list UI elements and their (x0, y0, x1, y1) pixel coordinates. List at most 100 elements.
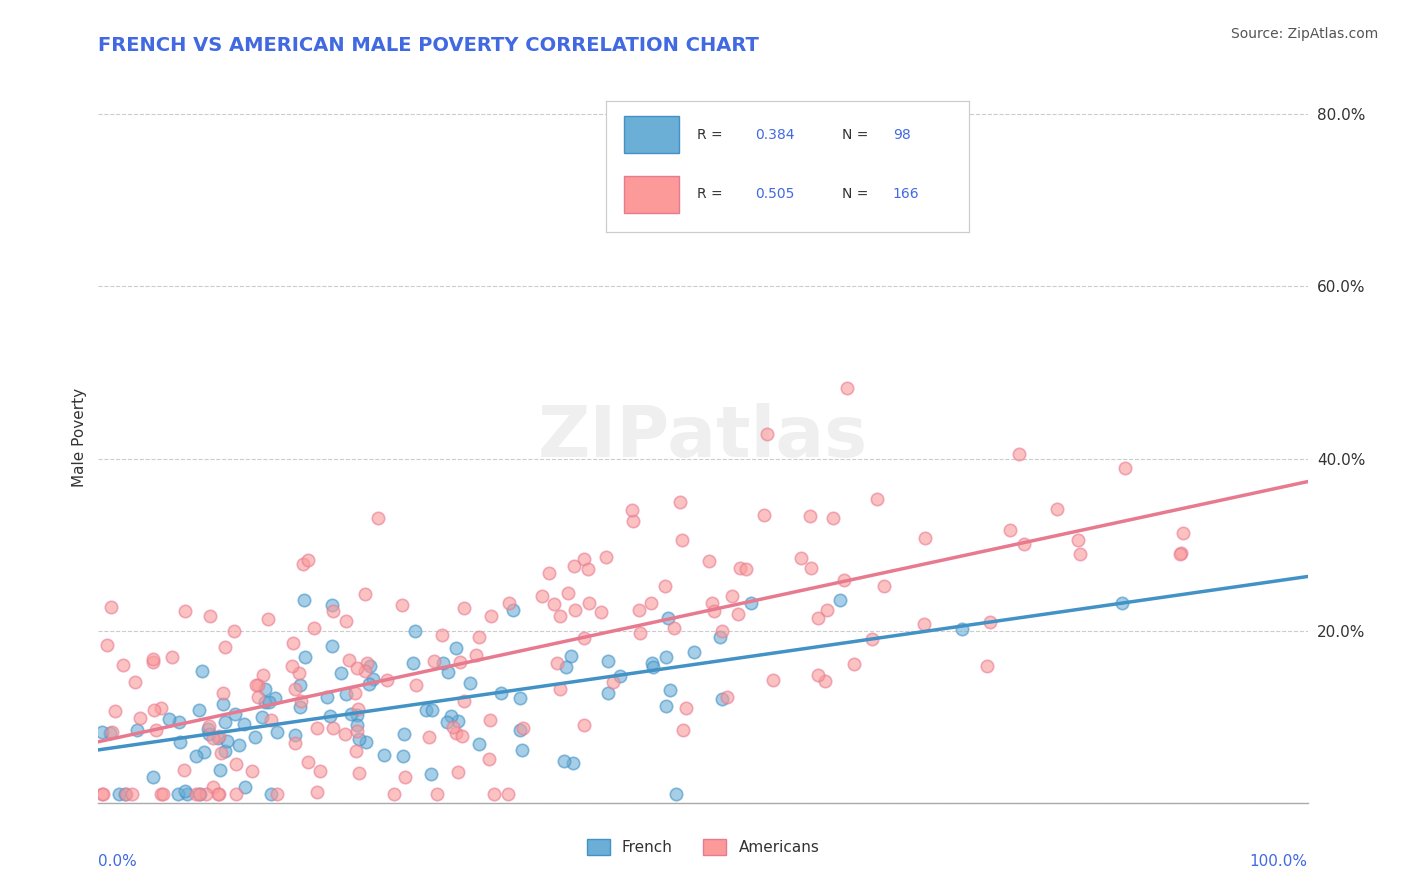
Americans (444, 726, 467, 740)
French (509, 691, 531, 706)
Americans (589, 605, 612, 619)
Americans (104, 704, 127, 718)
French (266, 725, 288, 739)
Americans (121, 787, 143, 801)
French (260, 787, 283, 801)
French (254, 695, 277, 709)
Americans (727, 607, 749, 622)
French (436, 665, 458, 679)
French (1111, 596, 1133, 610)
French (214, 744, 236, 758)
Americans (699, 554, 721, 568)
French (292, 593, 315, 607)
Americans (288, 665, 311, 680)
Americans (595, 549, 617, 564)
French (174, 783, 197, 797)
French (596, 654, 619, 668)
Americans (115, 787, 138, 801)
Americans (832, 573, 855, 587)
Americans (281, 636, 304, 650)
Legend: French, Americans: French, Americans (581, 833, 825, 861)
French (357, 677, 380, 691)
Americans (346, 661, 368, 675)
French (432, 657, 454, 671)
Americans (252, 668, 274, 682)
French (100, 726, 122, 740)
French (392, 727, 415, 741)
Americans (188, 787, 211, 801)
Americans (222, 624, 245, 638)
French (349, 731, 371, 746)
Americans (672, 723, 695, 737)
Americans (700, 596, 723, 610)
Americans (337, 653, 360, 667)
Americans (225, 757, 247, 772)
French (212, 697, 235, 711)
Americans (304, 621, 326, 635)
Americans (447, 765, 470, 780)
Americans (1114, 460, 1136, 475)
Americans (240, 764, 263, 778)
Americans (621, 514, 644, 528)
Americans (441, 720, 464, 734)
Americans (844, 657, 866, 671)
Americans (343, 686, 366, 700)
Text: 100.0%: 100.0% (1250, 854, 1308, 869)
French (191, 664, 214, 678)
Americans (728, 560, 751, 574)
French (107, 787, 129, 801)
Americans (572, 717, 595, 731)
Americans (711, 624, 734, 639)
Americans (799, 508, 821, 523)
French (560, 649, 582, 664)
Americans (322, 721, 344, 735)
Americans (354, 664, 377, 678)
French (510, 742, 533, 756)
French (127, 723, 149, 738)
Americans (142, 652, 165, 666)
Americans (209, 746, 232, 760)
Americans (152, 787, 174, 801)
French (197, 727, 219, 741)
French (354, 735, 377, 749)
French (294, 650, 316, 665)
Americans (142, 655, 165, 669)
Americans (174, 604, 197, 618)
Americans (430, 628, 453, 642)
French (554, 659, 576, 673)
French (224, 707, 246, 722)
Americans (837, 381, 859, 395)
Americans (1173, 525, 1195, 540)
Americans (292, 557, 315, 571)
Americans (173, 763, 195, 777)
French (404, 624, 426, 639)
Americans (367, 510, 389, 524)
French (553, 754, 575, 768)
Americans (145, 723, 167, 738)
Americans (482, 787, 505, 801)
Americans (716, 690, 738, 705)
French (346, 708, 368, 723)
Americans (1007, 447, 1029, 461)
Americans (129, 711, 152, 725)
French (184, 748, 207, 763)
Americans (100, 724, 122, 739)
Americans (284, 681, 307, 696)
French (207, 731, 229, 746)
French (167, 714, 190, 729)
French (447, 714, 470, 729)
Americans (654, 579, 676, 593)
French (609, 669, 631, 683)
French (502, 603, 524, 617)
Americans (866, 491, 889, 506)
French (208, 764, 231, 778)
French (188, 787, 211, 801)
Americans (347, 766, 370, 780)
French (419, 766, 441, 780)
Americans (449, 655, 471, 669)
Americans (112, 658, 135, 673)
French (315, 690, 337, 704)
French (683, 645, 706, 659)
Americans (150, 787, 173, 801)
Americans (478, 751, 501, 765)
